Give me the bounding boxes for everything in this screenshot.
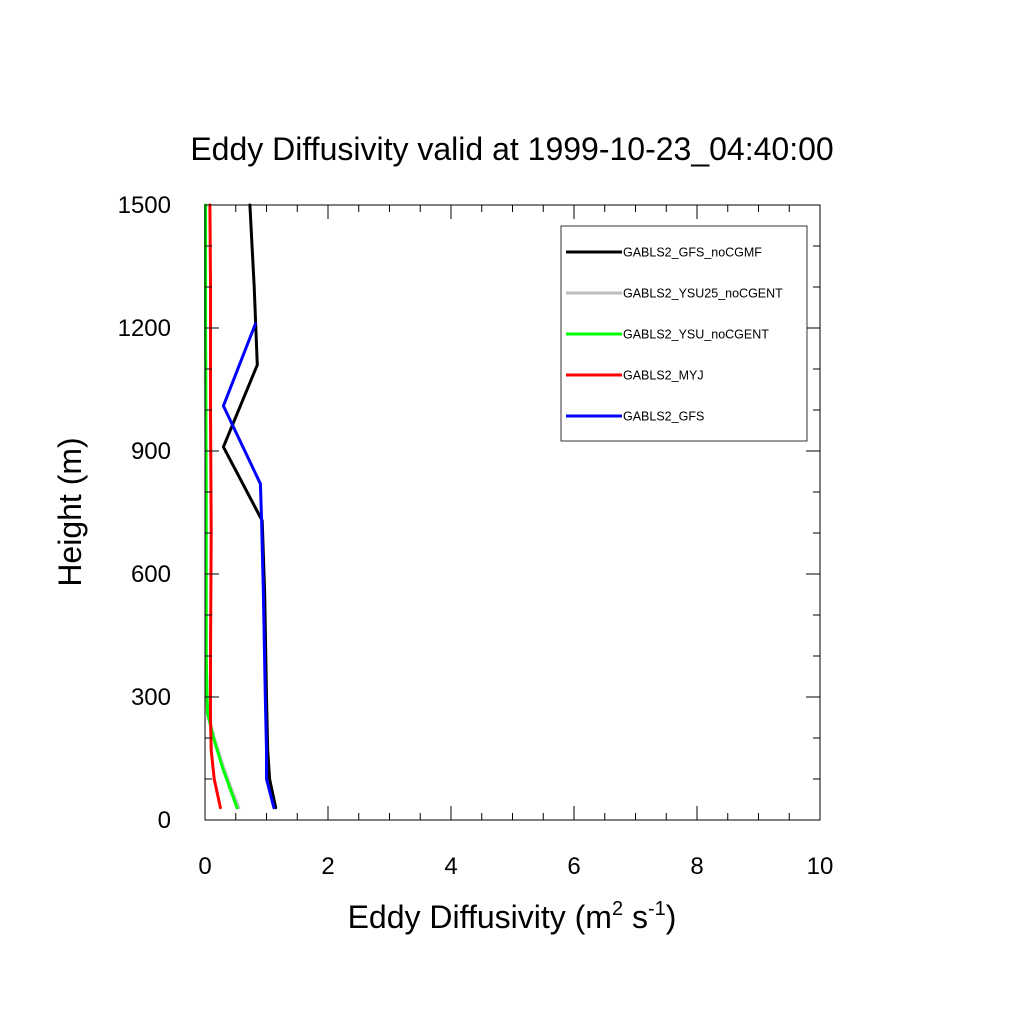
legend-label-1: GABLS2_YSU25_noCGENT [623,287,783,301]
legend: GABLS2_GFS_noCGMF GABLS2_YSU25_noCGENT GAB… [560,225,808,442]
legend-label-2: GABLS2_YSU_noCGENT [623,328,769,342]
x-axis-label: Eddy Diffusivity (m2 s-1) [348,898,677,935]
x-tick-labels: 0 2 4 6 8 10 [198,853,833,880]
chart-title: Eddy Diffusivity valid at 1999-10-23_04:… [190,131,833,167]
x-tick-label: 6 [567,853,580,880]
series-line-2 [204,203,239,810]
x-axis-label-end: ) [666,899,677,935]
x-tick-label: 8 [690,853,703,880]
x-axis-label-mid: s [623,899,648,935]
legend-label-0: GABLS2_GFS_noCGMF [623,246,762,260]
series-line-3 [208,203,222,810]
y-axis-label: Height (m) [52,437,88,586]
x-tick-label: 2 [321,853,334,880]
y-tick-label: 300 [131,684,171,711]
legend-label-4: GABLS2_GFS [623,410,704,424]
tick-marks [204,204,821,821]
x-tick-label: 10 [807,853,834,880]
series-line-0 [221,203,278,810]
series-line-4 [221,322,276,810]
series-layer [204,203,278,810]
y-tick-label: 900 [131,438,171,465]
x-axis-label-main: Eddy Diffusivity (m [348,899,612,935]
legend-entries: GABLS2_GFS_noCGMF GABLS2_YSU25_noCGENT GAB… [566,246,783,424]
y-tick-label: 1500 [118,192,171,219]
plot-area [204,203,821,821]
x-tick-label: 0 [198,853,211,880]
x-tick-label: 4 [444,853,457,880]
x-axis-label-sup-1: 2 [612,898,623,920]
x-axis-label-sup-2: -1 [648,898,666,920]
y-tick-label: 600 [131,561,171,588]
y-tick-labels: 0 300 600 900 1200 1500 [118,192,171,834]
legend-label-3: GABLS2_MYJ [623,369,704,383]
y-tick-label: 0 [158,807,171,834]
y-tick-label: 1200 [118,315,171,342]
